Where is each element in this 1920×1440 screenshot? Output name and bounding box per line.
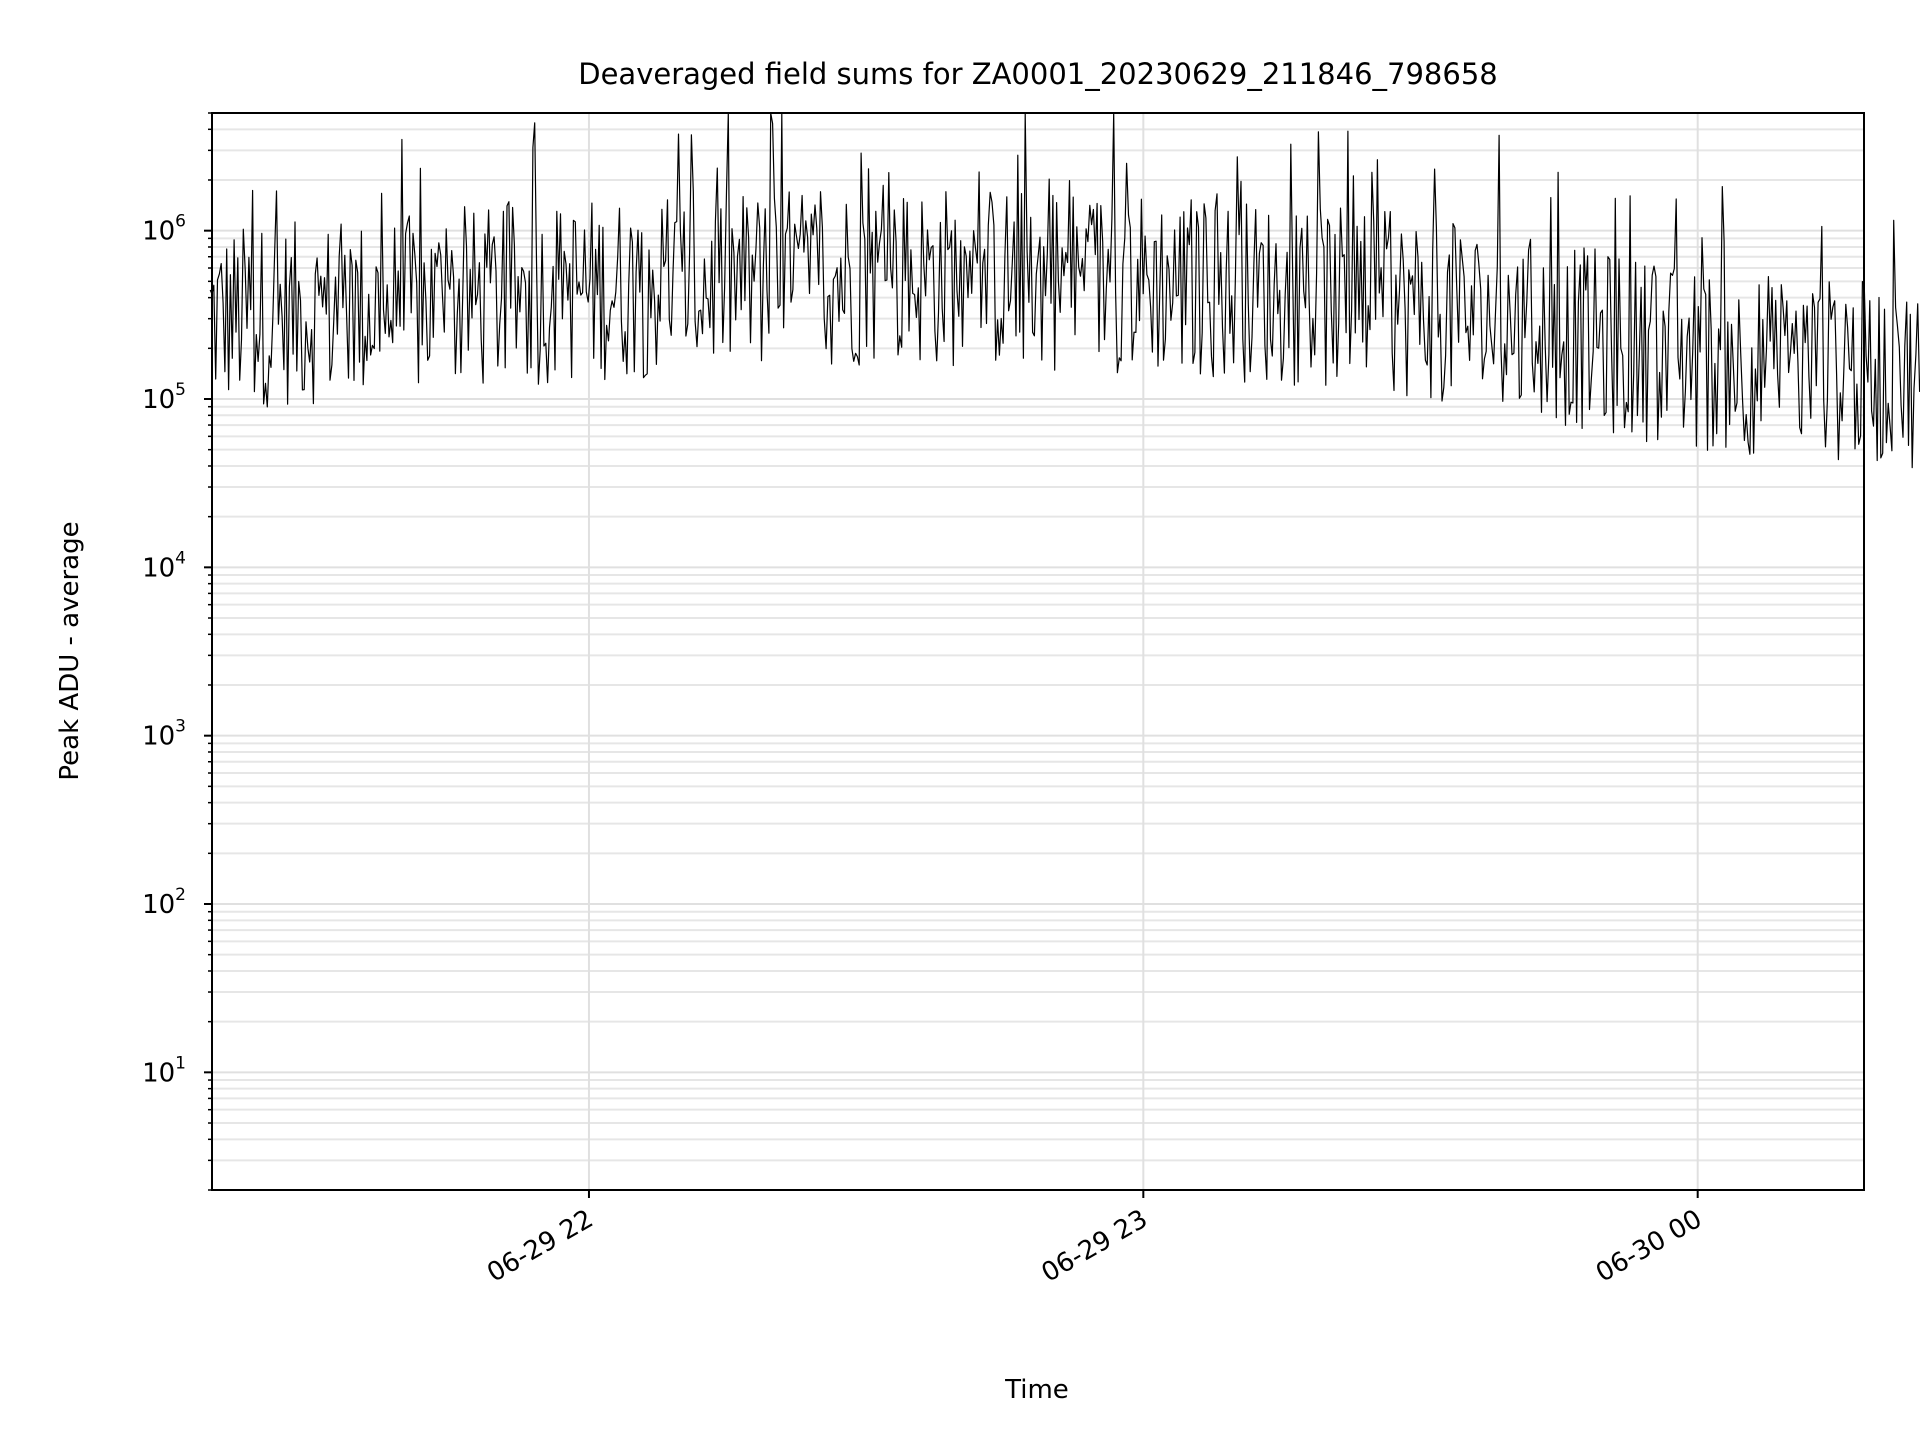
y-axis-label: Peak ADU - average	[55, 521, 85, 780]
x-tick-label: 06-29 22	[482, 1204, 598, 1288]
series-line	[209, 112, 1920, 469]
y-tick-label: 105	[142, 380, 186, 415]
x-tick-label: 06-30 00	[1591, 1204, 1707, 1288]
tick-layer: 101 102 103 104 105 106 06-29 22 06-29 23 06-30 …	[142, 112, 1707, 1289]
x-axis-label: Time	[1004, 1375, 1069, 1405]
grid-layer	[212, 112, 1864, 1191]
x-tick-label: 06-29 23	[1037, 1204, 1153, 1288]
plot-frame	[211, 112, 1865, 1191]
y-tick-label: 106	[142, 212, 186, 247]
y-tick-label: 104	[142, 548, 186, 583]
y-tick-label: 102	[142, 885, 186, 920]
data-layer	[209, 112, 1920, 469]
chart-title: Deaveraged field sums for ZA0001_2023062…	[578, 57, 1498, 91]
y-tick-label: 101	[142, 1053, 186, 1088]
y-tick-label: 103	[142, 717, 186, 752]
